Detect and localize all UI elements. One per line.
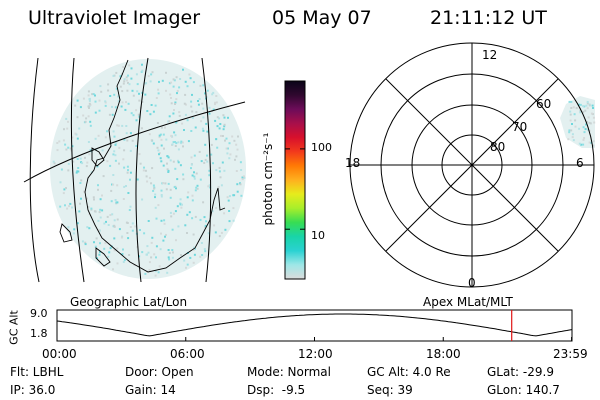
glat-info: GLat: -29.9 (487, 365, 554, 379)
date-label: 05 May 07 (272, 7, 372, 29)
colorbar-tick-100: 100 (311, 141, 332, 154)
seq-info: Seq: 39 (367, 383, 413, 397)
uv-glow-edge (560, 96, 595, 148)
glon-info: GLon: 140.7 (487, 383, 560, 397)
door-info: Door: Open (125, 365, 194, 379)
longitude-line (135, 57, 149, 283)
altitude-curve (56, 313, 573, 337)
altitude-x-tick-0600: 06:00 (170, 347, 205, 361)
altitude-y-tick-9: 9.0 (30, 307, 48, 320)
dsp-info: Dsp: -9.5 (247, 383, 306, 397)
latitude-line (23, 101, 246, 183)
colorbar-gradient (284, 80, 306, 280)
gc-alt-info: GC Alt: 4.0 Re (367, 365, 451, 379)
polar-axis-diag2 (385, 78, 559, 252)
mlt-label-6: 6 (576, 156, 584, 170)
colorbar-tick-10: 10 (311, 229, 325, 242)
uv-speckle (52, 63, 246, 277)
longitude-line (29, 57, 40, 283)
altitude-x-tick-1200: 12:00 (298, 347, 333, 361)
geographic-label: Geographic Lat/Lon (70, 295, 188, 309)
altitude-x-ticks (56, 337, 573, 341)
lat-label-80: 80 (490, 140, 506, 154)
gain-info: Gain: 14 (125, 383, 176, 397)
altitude-x-tick-0000: 00:00 (42, 347, 77, 361)
altitude-y-tick-1_8: 1.8 (30, 327, 48, 340)
lat-label-60: 60 (536, 97, 552, 111)
altitude-y-title: GC Alt (7, 310, 21, 345)
mlt-label-18: 18 (345, 156, 361, 170)
geographic-map (23, 57, 246, 283)
altitude-x-tick-1800: 18:00 (426, 347, 461, 361)
coastline (59, 59, 226, 273)
mlt-label-12: 12 (482, 48, 498, 62)
mode-info: Mode: Normal (247, 365, 331, 379)
filter-info: Flt: LBHL (10, 365, 64, 379)
colorbar-unit-label: photon cm⁻²s⁻¹ (261, 132, 275, 226)
map-grid (23, 57, 246, 283)
ip-info: IP: 36.0 (10, 383, 56, 397)
time-label: 21:11:12 UT (430, 7, 547, 29)
colorbar-ticks (285, 148, 305, 230)
uv-glow-region (50, 59, 246, 279)
longitude-line (201, 57, 212, 283)
polar-speckle (567, 100, 596, 147)
instrument-title: Ultraviolet Imager (28, 7, 201, 29)
lat-label-70: 70 (512, 120, 528, 134)
mlt-label-0: 0 (468, 276, 476, 290)
altitude-x-tick-2359: 23:59 (553, 347, 588, 361)
colorbar (284, 80, 306, 280)
longitude-line (70, 57, 85, 283)
apex-label: Apex MLat/MLT (423, 295, 513, 309)
altitude-plot (56, 309, 573, 342)
polar-plot (349, 42, 596, 288)
